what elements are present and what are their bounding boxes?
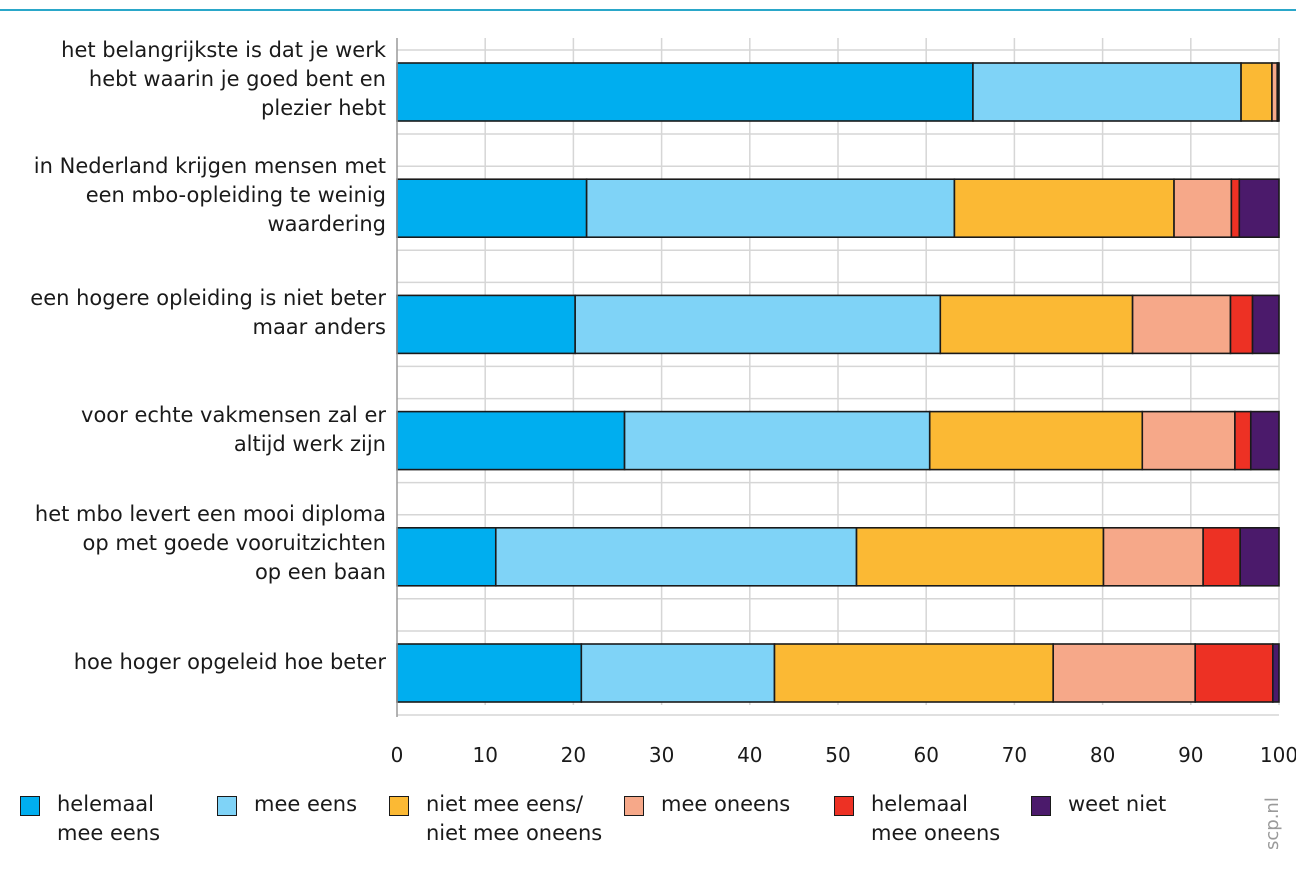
- bar-segment: [574, 294, 942, 355]
- bar-segment: [396, 62, 974, 122]
- bar-segment: [396, 294, 576, 355]
- x-tick-label: 60: [913, 743, 938, 767]
- legend-label-line: niet mee eens/: [426, 792, 584, 816]
- bar-segment: [953, 178, 1175, 238]
- top-rule: [0, 9, 1296, 11]
- bar-segment: [939, 294, 1134, 355]
- bar-segment: [585, 178, 956, 238]
- legend-swatch: [20, 796, 40, 816]
- bar-segment: [1202, 526, 1241, 587]
- category-label: een hogere opleiding is niet beter maar a…: [0, 284, 386, 342]
- bar-segment: [623, 410, 931, 471]
- bar-segment: [396, 178, 588, 238]
- bar-segment: [1240, 62, 1273, 122]
- legend-swatch: [1031, 796, 1051, 816]
- category-label: in Nederland krijgen mensen met een mbo-o…: [0, 152, 386, 239]
- legend-label-line: helemaal: [57, 792, 155, 816]
- legend-label-line: mee oneens: [661, 792, 791, 816]
- legend-label: mee oneens: [661, 790, 790, 819]
- category-label-line: hoe hoger opgeleid hoe beter: [73, 649, 386, 674]
- x-tick-label: 90: [1178, 743, 1203, 767]
- bar-segment: [1251, 294, 1280, 355]
- bar-segment: [396, 643, 583, 703]
- legend-label-line: helemaal: [871, 792, 969, 816]
- bar-segment: [396, 410, 626, 471]
- bar-segment: [1272, 643, 1280, 703]
- category-label-line: het belangrijkste is dat je werk: [61, 37, 386, 62]
- category-label-line: hebt waarin je goed bent en: [88, 66, 386, 91]
- category-label-line: altijd werk zijn: [233, 431, 386, 456]
- category-label-line: maar anders: [252, 315, 386, 340]
- bar-segment: [1239, 526, 1280, 587]
- category-label: voor echte vakmensen zal er altijd werk z…: [0, 401, 386, 459]
- legend-label-line: mee oneens: [871, 821, 1001, 845]
- x-tick-label: 30: [649, 743, 674, 767]
- bar-segment: [1131, 294, 1232, 355]
- category-label-line: een hogere opleiding is niet beter: [30, 286, 386, 311]
- bar-segment: [855, 526, 1105, 587]
- bar-segment: [1229, 294, 1254, 355]
- category-label-line: waardering: [267, 211, 386, 236]
- stacked-bar-chart: 0 10 20 30 40 50 60 70 80 90 100: [391, 38, 1296, 767]
- bar-segment: [1249, 410, 1280, 471]
- x-tick-label: 50: [825, 743, 850, 767]
- legend-swatch: [624, 796, 644, 816]
- bar-segment: [1230, 178, 1241, 238]
- bar-segment: [1173, 178, 1233, 238]
- legend-label-line: niet mee oneens: [426, 821, 603, 845]
- bar-segment: [1141, 410, 1236, 471]
- bar-segment: [1234, 410, 1252, 471]
- category-label-line: voor echte vakmensen zal er: [81, 402, 386, 427]
- category-label: hoe hoger opgeleid hoe beter: [0, 648, 386, 677]
- category-label-line: een mbo-opleiding te weinig: [85, 182, 386, 207]
- source-watermark: scp.nl: [1262, 797, 1283, 850]
- category-label-line: op een baan: [254, 560, 386, 585]
- x-tick-label: 10: [472, 743, 497, 767]
- legend-label-line: mee eens: [254, 792, 358, 816]
- legend-label: niet mee eens/niet mee oneens: [426, 790, 602, 848]
- bar-segment: [1052, 643, 1197, 703]
- category-label: het belangrijkste is dat je werk hebt waa…: [0, 36, 386, 123]
- category-label-line: in Nederland krijgen mensen met: [33, 153, 386, 178]
- legend-label: helemaal mee oneens: [871, 790, 1000, 848]
- bar-segment: [1102, 526, 1204, 587]
- category-label-line: het mbo levert een mooi diploma: [34, 502, 386, 527]
- category-label-line: plezier hebt: [261, 95, 386, 120]
- x-tick-label: 100: [1260, 743, 1296, 767]
- legend-swatch: [389, 796, 409, 816]
- legend-swatch: [834, 796, 854, 816]
- x-tick-label: 40: [737, 743, 762, 767]
- category-label-line: op met goede vooruitzichten: [82, 531, 386, 556]
- bar-segment: [396, 526, 497, 587]
- bar-segment: [494, 526, 858, 587]
- bar-segment: [580, 643, 776, 703]
- category-label: het mbo levert een mooi diploma op met go…: [0, 500, 386, 587]
- bar-segment: [1277, 62, 1280, 122]
- legend-label-line: weet niet: [1068, 792, 1167, 816]
- bar-segment: [972, 62, 1242, 122]
- x-tick-label: 0: [391, 743, 404, 767]
- x-tick-label: 20: [561, 743, 586, 767]
- bar-segment: [1194, 643, 1274, 703]
- bar-segment: [1238, 178, 1280, 238]
- x-tick-label: 70: [1002, 743, 1027, 767]
- legend-swatch: [217, 796, 237, 816]
- legend-label-line: mee eens: [57, 821, 161, 845]
- legend-label: mee eens: [254, 790, 357, 819]
- bar-segment: [928, 410, 1144, 471]
- x-tick-label: 80: [1090, 743, 1115, 767]
- bar-segment: [773, 643, 1055, 703]
- legend-label: weet niet: [1068, 790, 1166, 819]
- legend-label: helemaal mee eens: [57, 790, 160, 848]
